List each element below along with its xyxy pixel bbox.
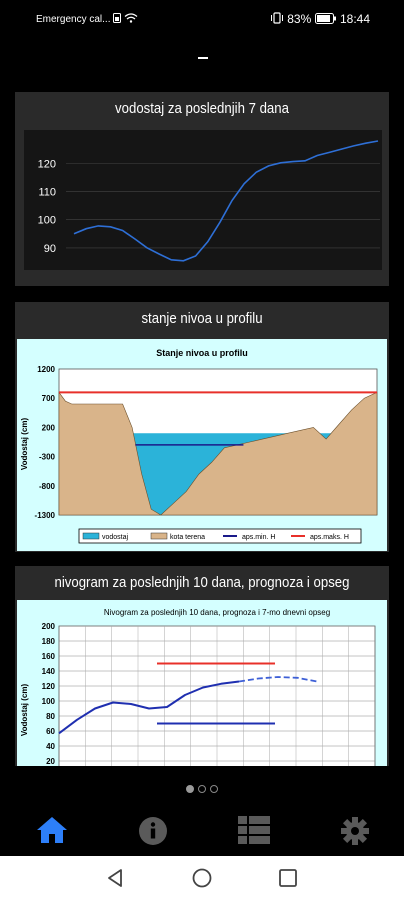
home-circle-icon[interactable] xyxy=(192,868,212,893)
y-tick-label: -300 xyxy=(39,453,56,462)
y-tick-label: 110 xyxy=(38,187,56,199)
y-tick-label: 80 xyxy=(46,712,55,721)
card-title: stanje nivoa u profilu xyxy=(141,310,263,327)
y-tick-label: 200 xyxy=(42,423,56,432)
home-icon[interactable] xyxy=(36,816,68,846)
y-tick-label: 200 xyxy=(42,622,56,631)
system-navigation-bar xyxy=(0,856,404,900)
legend-swatch xyxy=(82,532,100,540)
y-tick-label: 700 xyxy=(42,394,56,403)
list-icon[interactable] xyxy=(238,816,270,846)
y-tick-label: -1300 xyxy=(35,511,56,520)
profile-chart-svg: Stanje nivoa u profilu 1200 700 200 -300 -800… xyxy=(20,348,378,544)
terrain-area xyxy=(58,391,378,516)
chart-title: Stanje nivoa u profilu xyxy=(156,348,248,358)
legend-label: aps.maks. H xyxy=(310,534,349,541)
hydrograph-card[interactable]: nivogram za poslednjih 10 dana, prognoza… xyxy=(15,566,389,766)
gear-icon[interactable] xyxy=(340,816,372,846)
legend-box xyxy=(78,528,362,544)
profile-chart: Stanje nivoa u profilu 1200 700 200 -300 -800… xyxy=(17,339,387,551)
observed-level-line xyxy=(58,680,240,735)
wifi-icon xyxy=(124,13,138,26)
y-tick-label: -800 xyxy=(39,482,56,491)
y-axis-label: Vodostaj (cm) xyxy=(20,418,29,471)
weekly-chart: 120 110 100 90 xyxy=(24,130,382,270)
battery-icon xyxy=(314,12,337,27)
hydrograph-chart: Nivogram za poslednjih 10 dana, prognoza… xyxy=(17,600,387,766)
y-tick-label: 180 xyxy=(42,637,56,646)
page-dot-3[interactable] xyxy=(210,785,218,793)
page-dot-1[interactable] xyxy=(186,785,194,793)
y-tick-label: 60 xyxy=(46,727,55,736)
y-tick-label: 160 xyxy=(42,652,56,661)
sim-icon xyxy=(113,13,122,26)
vibrate-icon xyxy=(270,12,284,27)
legend-label: vodostaj xyxy=(102,534,129,541)
info-icon[interactable] xyxy=(138,816,170,846)
y-tick-label: 100 xyxy=(42,697,56,706)
y-tick-label: 140 xyxy=(42,667,56,676)
y-tick-label: 120 xyxy=(42,682,56,691)
y-axis-label: Vodostaj (cm) xyxy=(20,684,29,737)
clock: 18:44 xyxy=(339,12,370,26)
y-tick-label: 40 xyxy=(46,742,55,751)
page-dot-2[interactable] xyxy=(198,785,206,793)
bottom-navigation xyxy=(0,800,404,856)
legend-label: kota terena xyxy=(170,534,205,541)
legend-label: aps.min. H xyxy=(242,534,275,541)
toolbar-dash xyxy=(198,57,208,59)
forecast-level-line xyxy=(238,676,318,683)
card-title: vodostaj za poslednjih 7 dana xyxy=(115,100,289,117)
status-bar: Emergency cal... 83% 18:44 xyxy=(0,0,404,40)
hydrograph-chart-svg: Nivogram za poslednjih 10 dana, prognoza… xyxy=(20,608,376,766)
legend-swatch xyxy=(150,532,168,540)
y-tick-label: 90 xyxy=(44,243,56,255)
battery-percent: 83% xyxy=(287,12,312,26)
weekly-water-level-card[interactable]: vodostaj za poslednjih 7 dana 120 110 100 9… xyxy=(15,92,389,286)
water-level-line xyxy=(73,140,379,262)
y-tick-label: 120 xyxy=(38,158,56,170)
chart-title: Nivogram za poslednjih 10 dana, prognoza… xyxy=(104,608,330,617)
card-title: nivogram za poslednjih 10 dana, prognoza… xyxy=(54,574,350,591)
recents-icon[interactable] xyxy=(278,868,298,893)
profile-level-card[interactable]: stanje nivoa u profilu Stanje nivoa u pr… xyxy=(15,302,389,552)
carrier-label: Emergency cal... xyxy=(36,14,111,25)
back-icon[interactable] xyxy=(106,868,126,893)
y-tick-label: 100 xyxy=(38,215,56,227)
page-indicator xyxy=(0,780,404,798)
weekly-chart-svg: 120 110 100 90 xyxy=(38,140,380,262)
y-tick-label: 20 xyxy=(46,757,55,766)
y-tick-label: 1200 xyxy=(37,365,55,374)
